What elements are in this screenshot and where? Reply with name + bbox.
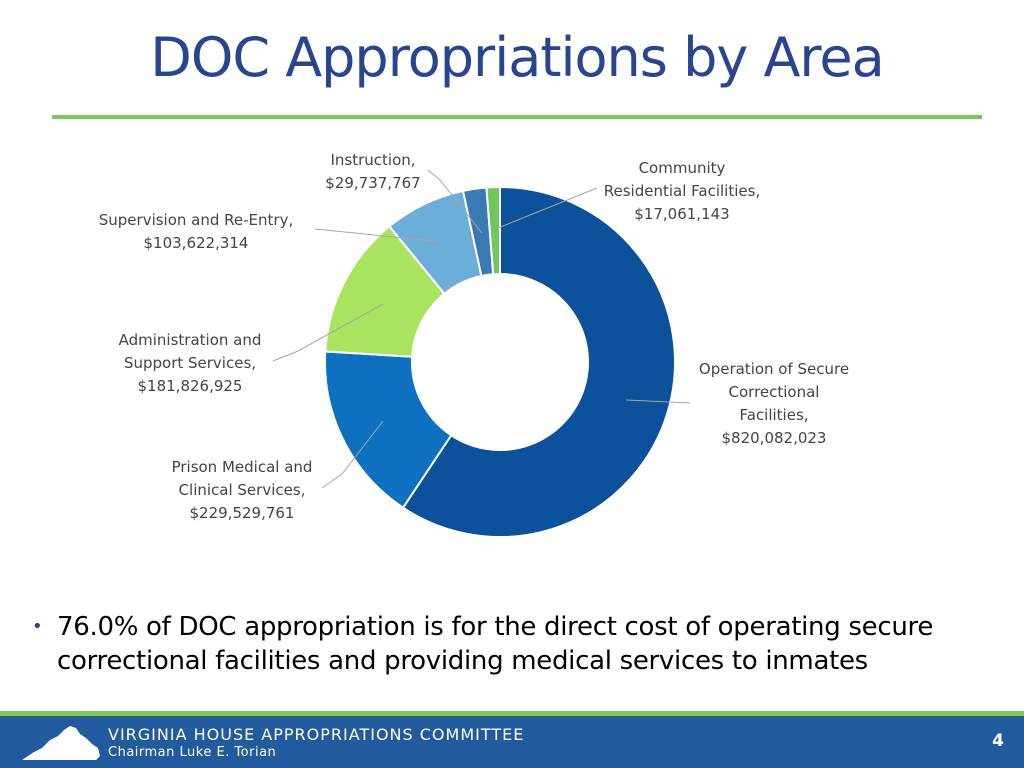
leader-line [272, 303, 384, 362]
footer-chairman: Chairman Luke E. Torian [108, 745, 277, 760]
slide-title: DOC Appropriations by Area [150, 26, 884, 89]
donut-chart: Operation of Secure Correctional Facilitie… [99, 151, 849, 538]
leader-line [427, 169, 483, 234]
leader-line [321, 420, 384, 489]
slice-prison-medical-and-clinical-services [324, 350, 453, 510]
page-number: 4 [992, 731, 1004, 751]
bullet-text: 76.0% of DOC appropriation is for the di… [57, 612, 934, 676]
footer-divider [0, 711, 1024, 716]
leader-line [497, 187, 598, 229]
slice-label: Instruction, $29,737,767 [325, 151, 420, 192]
slice-label: Supervision and Re-Entry, $103,622,314 [99, 211, 293, 252]
slice-operation-of-secure-correctional-facilities [401, 185, 676, 538]
footer-organization: VIRGINIA HOUSE APPROPRIATIONS COMMITTEE [108, 725, 525, 744]
virginia-map-icon [22, 726, 100, 760]
leader-line [314, 228, 444, 243]
leader-line [625, 399, 691, 404]
footer-bar: VIRGINIA HOUSE APPROPRIATIONS COMMITTEE … [0, 716, 1024, 768]
slice-label: Prison Medical and Clinical Services, $229… [172, 458, 313, 522]
bullet-icon: • [32, 616, 43, 637]
title-divider [52, 115, 982, 119]
slice-label: Operation of Secure Correctional Facilitie… [699, 360, 849, 447]
slice-label: Community Residential Facilities, $17,061,… [604, 159, 760, 223]
slice-community-residential-facilities [485, 185, 501, 276]
slice-label: Administration and Support Services, $181,… [119, 331, 262, 395]
